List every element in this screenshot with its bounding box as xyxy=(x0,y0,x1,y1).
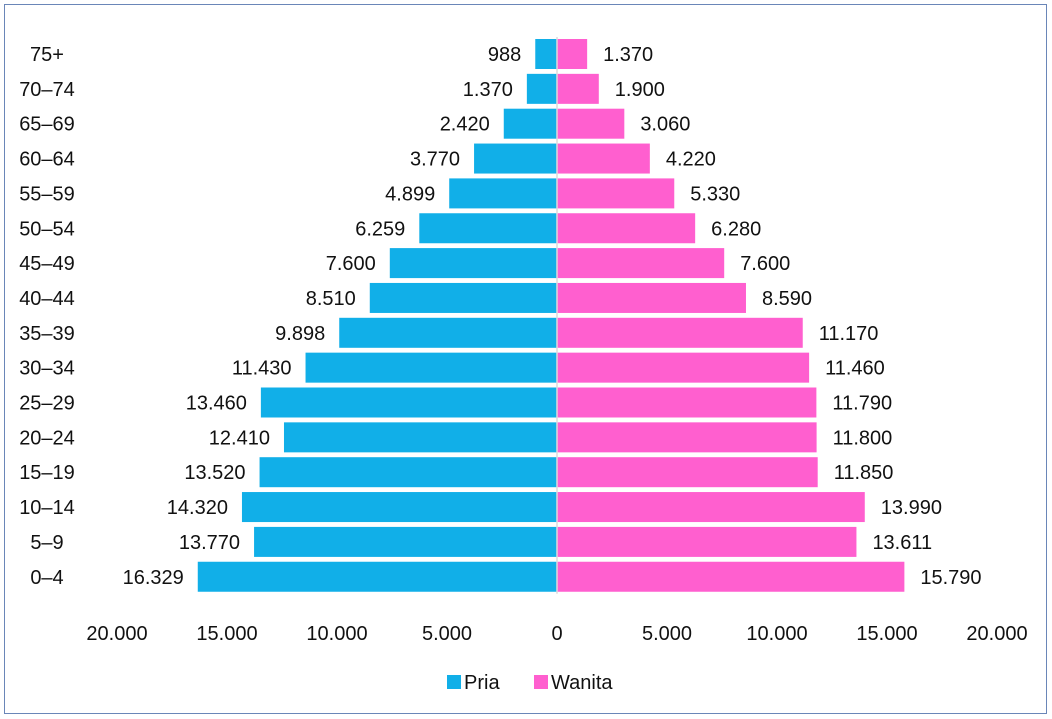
bar-pria-50-54 xyxy=(419,213,557,244)
category-label-20-24: 20–24 xyxy=(19,427,75,449)
data-label-pria-40-44: 8.510 xyxy=(306,288,356,310)
data-label-wanita-15-19: 11.850 xyxy=(834,462,894,484)
bar-wanita-75 xyxy=(557,39,588,69)
data-label-wanita-40-44: 8.590 xyxy=(762,288,812,310)
bar-wanita-10-14 xyxy=(557,492,865,523)
bar-pria-40-44 xyxy=(369,282,557,313)
x-tick-label-7: 15.000 xyxy=(856,623,917,645)
bar-pria-55-59 xyxy=(449,178,557,209)
bar-wanita-55-59 xyxy=(557,178,675,209)
data-label-wanita-65-69: 3.060 xyxy=(640,114,690,136)
category-label-50-54: 50–54 xyxy=(19,218,75,240)
bar-pria-5-9 xyxy=(254,526,557,557)
bar-wanita-20-24 xyxy=(557,422,817,453)
bar-pria-45-49 xyxy=(389,248,557,279)
data-label-wanita-25-29: 11.790 xyxy=(832,393,892,415)
data-label-pria-65-69: 2.420 xyxy=(440,114,490,136)
bar-pria-10-14 xyxy=(241,492,557,523)
legend-label-wanita: Wanita xyxy=(551,672,613,694)
bar-wanita-60-64 xyxy=(557,143,650,174)
category-label-60-64: 60–64 xyxy=(19,149,75,171)
bar-wanita-45-49 xyxy=(557,248,725,279)
data-label-wanita-50-54: 6.280 xyxy=(711,218,761,240)
bar-pria-0-4 xyxy=(197,561,557,592)
bar-wanita-70-74 xyxy=(557,73,599,104)
bar-wanita-65-69 xyxy=(557,108,625,139)
bar-pria-65-69 xyxy=(503,108,557,139)
x-tick-label-5: 5.000 xyxy=(642,623,692,645)
data-label-pria-45-49: 7.600 xyxy=(326,253,376,275)
category-label-5-9: 5–9 xyxy=(30,532,63,554)
data-label-pria-15-19: 13.520 xyxy=(184,462,245,484)
bar-wanita-35-39 xyxy=(557,317,803,348)
data-label-wanita-45-49: 7.600 xyxy=(740,253,790,275)
data-label-wanita-0-4: 15.790 xyxy=(920,567,981,589)
bar-pria-75 xyxy=(535,39,557,69)
bar-wanita-30-34 xyxy=(557,352,810,383)
data-label-pria-25-29: 13.460 xyxy=(186,393,247,415)
x-tick-label-6: 10.000 xyxy=(746,623,807,645)
category-label-40-44: 40–44 xyxy=(19,288,75,310)
data-label-pria-75: 988 xyxy=(488,44,521,66)
data-label-wanita-60-64: 4.220 xyxy=(666,149,716,171)
data-label-pria-20-24: 12.410 xyxy=(209,427,270,449)
bar-pria-60-64 xyxy=(474,143,557,174)
data-label-pria-60-64: 3.770 xyxy=(410,149,460,171)
bar-pria-30-34 xyxy=(305,352,557,383)
bar-pria-35-39 xyxy=(339,317,557,348)
data-label-wanita-75: 1.370 xyxy=(603,44,653,66)
category-label-65-69: 65–69 xyxy=(19,114,75,136)
data-label-wanita-20-24: 11.800 xyxy=(833,427,893,449)
bar-wanita-15-19 xyxy=(557,457,818,488)
bar-wanita-50-54 xyxy=(557,213,696,244)
data-label-wanita-5-9: 13.611 xyxy=(872,532,932,554)
category-label-15-19: 15–19 xyxy=(19,462,75,484)
category-label-70-74: 70–74 xyxy=(19,79,75,101)
x-tick-label-2: 10.000 xyxy=(306,623,367,645)
data-label-pria-0-4: 16.329 xyxy=(123,567,184,589)
bar-pria-15-19 xyxy=(259,457,557,488)
data-label-pria-50-54: 6.259 xyxy=(355,218,405,240)
category-label-10-14: 10–14 xyxy=(19,497,75,519)
x-tick-label-8: 20.000 xyxy=(966,623,1027,645)
x-tick-label-0: 20.000 xyxy=(86,623,147,645)
x-tick-label-1: 15.000 xyxy=(196,623,257,645)
category-label-55-59: 55–59 xyxy=(19,183,75,205)
data-label-pria-35-39: 9.898 xyxy=(275,323,325,345)
bar-wanita-0-4 xyxy=(557,561,905,592)
category-label-25-29: 25–29 xyxy=(19,393,75,415)
bar-pria-20-24 xyxy=(283,422,557,453)
category-label-45-49: 45–49 xyxy=(19,253,75,275)
data-label-pria-5-9: 13.770 xyxy=(179,532,240,554)
category-label-0-4: 0–4 xyxy=(30,567,63,589)
data-label-wanita-55-59: 5.330 xyxy=(690,183,740,205)
legend-swatch-wanita xyxy=(534,675,548,689)
data-label-pria-55-59: 4.899 xyxy=(385,183,435,205)
data-label-pria-30-34: 11.430 xyxy=(232,358,292,380)
data-label-pria-70-74: 1.370 xyxy=(463,79,513,101)
x-tick-label-3: 5.000 xyxy=(422,623,472,645)
data-label-wanita-35-39: 11.170 xyxy=(819,323,879,345)
bar-pria-70-74 xyxy=(526,73,557,104)
bar-wanita-5-9 xyxy=(557,526,857,557)
category-label-35-39: 35–39 xyxy=(19,323,75,345)
bar-pria-25-29 xyxy=(260,387,557,418)
legend-label-pria: Pria xyxy=(464,672,500,694)
category-label-75: 75+ xyxy=(30,44,64,66)
legend-swatch-pria xyxy=(447,675,461,689)
category-label-30-34: 30–34 xyxy=(19,358,75,380)
bar-wanita-25-29 xyxy=(557,387,817,418)
x-tick-label-4: 0 xyxy=(551,623,562,645)
data-label-wanita-30-34: 11.460 xyxy=(825,358,885,380)
data-label-pria-10-14: 14.320 xyxy=(167,497,228,519)
bar-wanita-40-44 xyxy=(557,282,746,313)
data-label-wanita-10-14: 13.990 xyxy=(881,497,942,519)
data-label-wanita-70-74: 1.900 xyxy=(615,79,665,101)
